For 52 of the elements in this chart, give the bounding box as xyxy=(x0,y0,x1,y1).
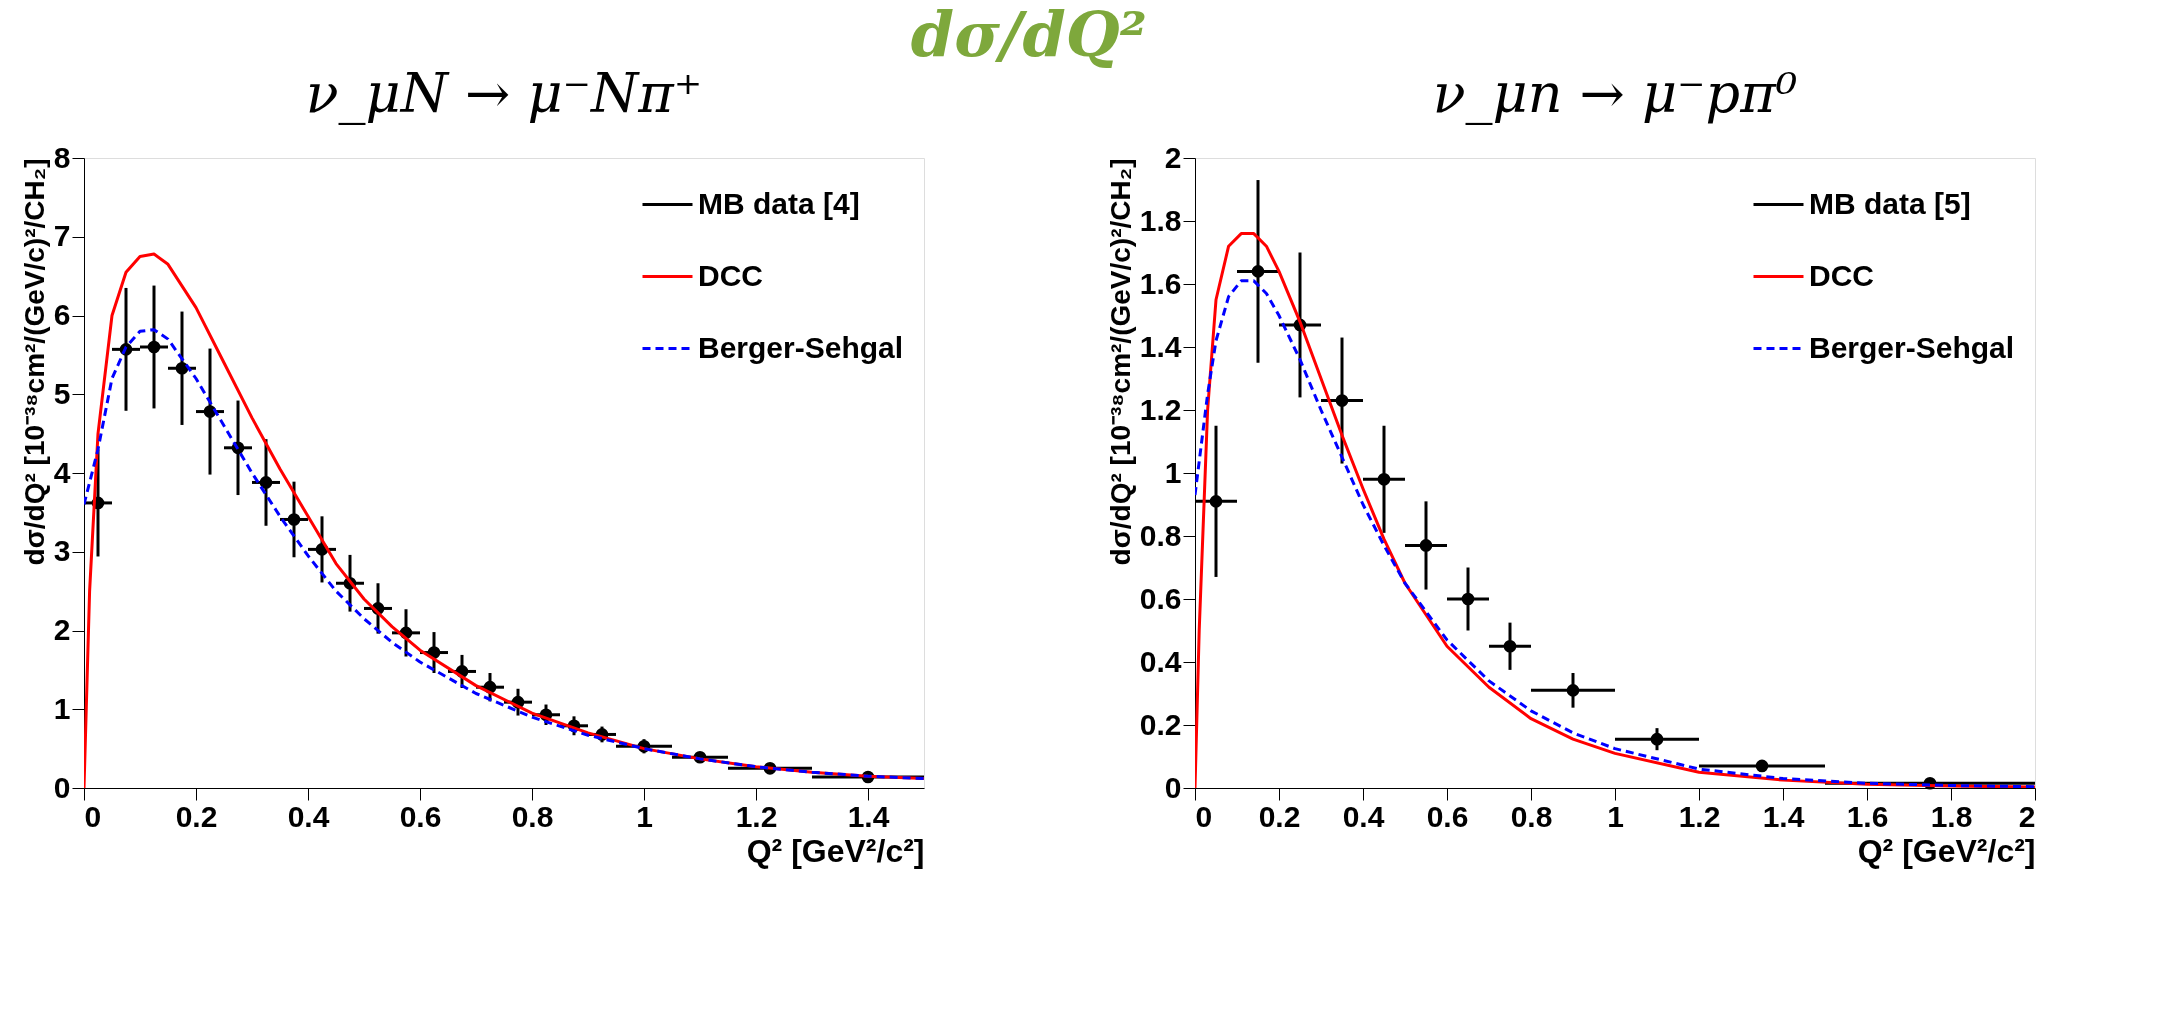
x-tick-label: 0.8 xyxy=(511,799,554,833)
y-tick-label: 5 xyxy=(53,376,71,410)
x-axis-title: Q² [GeV²/c²] xyxy=(746,832,925,869)
x-tick-label: 1.2 xyxy=(735,799,778,833)
legend-label: DCC xyxy=(698,258,763,292)
x-tick-label: 1 xyxy=(1607,799,1624,833)
x-tick-label: 1 xyxy=(636,799,653,833)
x-tick-label: 0.4 xyxy=(287,799,330,833)
x-tick-label: 1.4 xyxy=(847,799,890,833)
y-tick-label: 2 xyxy=(1164,140,1182,174)
x-tick-label: 0.2 xyxy=(1258,799,1301,833)
y-tick-label: 1.6 xyxy=(1139,266,1182,300)
y-tick-label: 0.6 xyxy=(1139,581,1182,615)
y-axis-title: dσ/dQ² [10⁻³⁸cm²/(GeV/c)²/CH₂] xyxy=(1104,158,1136,566)
chart-title: ν_μn → μ⁻pπ⁰ xyxy=(1432,62,1798,125)
legend-label: Berger-Sehgal xyxy=(1809,330,2015,364)
legend-label: Berger-Sehgal xyxy=(698,330,904,364)
y-tick-label: 1.2 xyxy=(1139,392,1182,426)
x-tick-label: 0.4 xyxy=(1342,799,1385,833)
text: dσ/dQ² xyxy=(910,0,1148,71)
y-tick-label: 2 xyxy=(53,613,71,646)
y-tick-label: 4 xyxy=(53,455,71,489)
y-tick-label: 0 xyxy=(53,770,71,804)
legend-label: MB data [4] xyxy=(698,186,860,220)
legend-label: DCC xyxy=(1809,258,1874,292)
y-tick-label: 6 xyxy=(53,298,71,331)
y-tick-label: 1.4 xyxy=(1139,329,1182,363)
x-tick-label: 1.2 xyxy=(1678,799,1721,833)
x-axis-title: Q² [GeV²/c²] xyxy=(1857,832,2036,869)
x-tick-label: 1.6 xyxy=(1846,799,1889,833)
x-tick-label: 0 xyxy=(84,799,102,833)
x-tick-label: 0.6 xyxy=(1426,799,1469,833)
y-tick-label: 0.2 xyxy=(1139,707,1182,741)
x-tick-label: 0.8 xyxy=(1510,799,1553,833)
y-tick-label: 7 xyxy=(53,219,71,253)
y-tick-label: 1 xyxy=(53,691,71,725)
y-tick-label: 1.8 xyxy=(1139,203,1182,237)
x-tick-label: 1.8 xyxy=(1930,799,1973,833)
x-tick-label: 0 xyxy=(1195,799,1213,833)
x-tick-label: 1.4 xyxy=(1762,799,1805,833)
legend-label: MB data [5] xyxy=(1809,186,1971,220)
x-tick-label: 0.2 xyxy=(175,799,218,833)
chart-title: ν_μN → μ⁻Nπ⁺ xyxy=(305,62,703,125)
y-tick-label: 8 xyxy=(53,140,71,174)
x-tick-label: 2 xyxy=(2018,799,2036,833)
y-tick-label: 1 xyxy=(1164,455,1182,489)
y-tick-label: 0.4 xyxy=(1139,644,1182,678)
y-tick-label: 0 xyxy=(1164,770,1182,804)
y-axis-title: dσ/dQ² [10⁻³⁸cm²/(GeV/c)²/CH₂] xyxy=(18,158,50,566)
y-tick-label: 0.8 xyxy=(1139,518,1182,552)
x-tick-label: 0.6 xyxy=(399,799,442,833)
y-tick-label: 3 xyxy=(53,534,71,568)
